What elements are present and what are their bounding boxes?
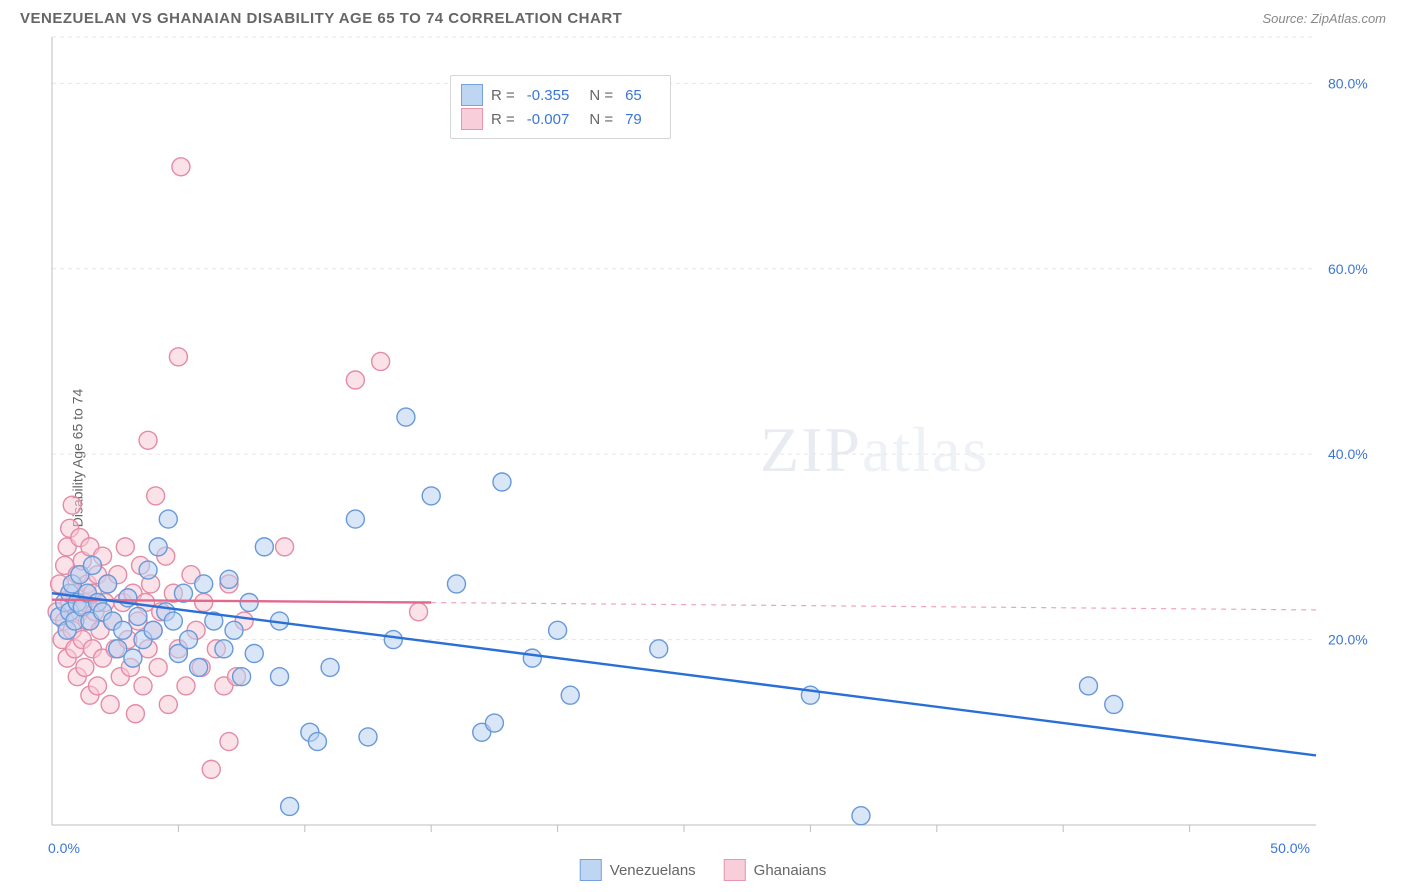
stat-n-value-1: 79 <box>625 111 642 128</box>
stat-n-value-0: 65 <box>625 87 642 104</box>
legend-item-venezuelans: Venezuelans <box>580 859 696 881</box>
source-label: Source: ZipAtlas.com <box>1262 11 1386 26</box>
svg-text:40.0%: 40.0% <box>1328 446 1368 462</box>
chart-title: VENEZUELAN VS GHANAIAN DISABILITY AGE 65… <box>20 10 622 27</box>
stats-row-venezuelans: R = -0.355 N = 65 <box>461 84 654 106</box>
stat-r-label: R = <box>491 87 515 104</box>
stat-r-value-0: -0.355 <box>527 87 570 104</box>
legend-label-0: Venezuelans <box>610 862 696 879</box>
swatch-ghanaians <box>724 859 746 881</box>
svg-text:50.0%: 50.0% <box>1270 840 1310 856</box>
stat-r-value-1: -0.007 <box>527 111 570 128</box>
stats-row-ghanaians: R = -0.007 N = 79 <box>461 108 654 130</box>
stat-n-label: N = <box>589 87 613 104</box>
legend-label-1: Ghanaians <box>754 862 827 879</box>
stats-legend: R = -0.355 N = 65 R = -0.007 N = 79 <box>450 75 671 139</box>
swatch-venezuelans <box>461 84 483 106</box>
swatch-ghanaians <box>461 108 483 130</box>
swatch-venezuelans <box>580 859 602 881</box>
svg-text:60.0%: 60.0% <box>1328 261 1368 277</box>
stat-n-label: N = <box>589 111 613 128</box>
svg-text:20.0%: 20.0% <box>1328 632 1368 648</box>
bottom-legend: Venezuelans Ghanaians <box>580 859 826 881</box>
svg-text:80.0%: 80.0% <box>1328 75 1368 91</box>
stat-r-label: R = <box>491 111 515 128</box>
legend-item-ghanaians: Ghanaians <box>724 859 827 881</box>
chart-container: Disability Age 65 to 74 ZIPatlas 20.0%40… <box>0 33 1406 883</box>
svg-text:0.0%: 0.0% <box>48 840 80 856</box>
scatter-chart: 20.0% 40.0% 60.0% 80.0% 0.0% 50.0% <box>46 33 1386 883</box>
